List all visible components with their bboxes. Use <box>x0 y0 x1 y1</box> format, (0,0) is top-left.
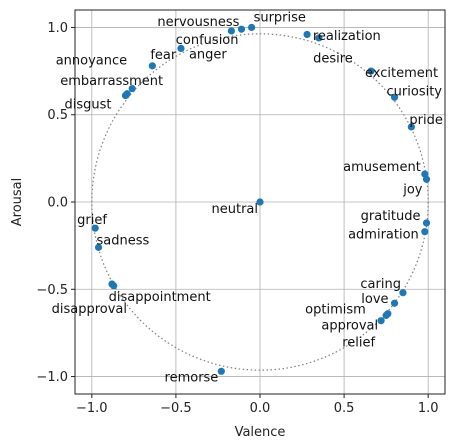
point-disgust <box>121 91 130 100</box>
point-desire <box>303 30 311 39</box>
point-surprise <box>247 23 256 32</box>
point-joy <box>422 175 431 183</box>
label-approval: approval <box>321 318 378 333</box>
y-tick-label: 1.0 <box>47 21 68 36</box>
point-sadness <box>94 243 103 251</box>
y-axis-label: Arousal <box>10 178 25 227</box>
point-curiosity <box>390 93 399 101</box>
point-admiration <box>421 228 429 236</box>
label-nervousness: nervousness <box>157 15 239 30</box>
point-approval <box>382 311 390 320</box>
y-tick-label: 0.5 <box>47 108 68 123</box>
point-love <box>390 299 399 307</box>
point-excitement <box>367 67 375 75</box>
label-joy: joy <box>402 182 423 197</box>
point-caring <box>399 289 407 297</box>
x-tick-label: 0.5 <box>334 401 355 416</box>
label-disgust: disgust <box>64 98 111 113</box>
point-pride <box>407 123 415 131</box>
label-remorse: remorse <box>165 370 219 385</box>
point-annoyance <box>128 84 136 93</box>
label-fear: fear <box>150 48 177 63</box>
axis-ticks: −1.0 −0.5 0.0 0.5 1.0 −1.0 −0.5 0.0 0.5 1.0 <box>36 21 438 416</box>
point-fear <box>148 62 156 70</box>
label-disappointment: disappointment <box>109 290 211 305</box>
unit-circle <box>91 33 429 371</box>
label-gratitude: gratitude <box>361 209 421 224</box>
point-disapproval <box>108 280 116 288</box>
label-neutral: neutral <box>212 202 259 217</box>
x-tick-label: 1.0 <box>418 401 439 416</box>
point-realization <box>315 34 323 42</box>
label-relief: relief <box>342 336 375 351</box>
point-anger <box>177 44 185 53</box>
x-tick-label: −0.5 <box>160 401 192 416</box>
label-caring: caring <box>360 277 401 292</box>
y-tick-label: −0.5 <box>36 283 68 298</box>
point-confusion <box>237 25 246 33</box>
point-remorse <box>217 367 225 375</box>
point-neutral <box>256 198 264 206</box>
label-sadness: sadness <box>97 233 150 248</box>
label-amusement: amusement <box>343 160 421 175</box>
label-annoyance: annoyance <box>56 54 127 69</box>
label-embarrassment: embarrassment <box>60 74 163 89</box>
x-tick-label: −1.0 <box>76 401 108 416</box>
label-love: love <box>361 292 388 307</box>
scatter-points <box>91 23 431 375</box>
label-grief: grief <box>77 213 107 228</box>
label-anger: anger <box>189 47 227 62</box>
label-realization: realization <box>313 29 381 44</box>
y-tick-label: −1.0 <box>36 370 68 385</box>
label-optimism: optimism <box>305 303 366 318</box>
point-grief <box>91 224 99 232</box>
point-nervousness <box>227 27 236 35</box>
label-curiosity: curiosity <box>387 84 443 99</box>
point-relief <box>377 317 385 325</box>
point-gratitude <box>422 219 431 227</box>
label-pride: pride <box>409 113 442 128</box>
label-confusion: confusion <box>176 33 239 48</box>
label-surprise: surprise <box>254 10 306 25</box>
label-desire: desire <box>313 51 353 66</box>
y-tick-label: 0.0 <box>47 196 68 211</box>
x-axis-label: Valence <box>235 425 286 440</box>
label-admiration: admiration <box>348 228 419 243</box>
label-excitement: excitement <box>365 66 438 81</box>
label-disapproval: disapproval <box>52 302 127 317</box>
x-tick-label: 0.0 <box>250 401 271 416</box>
